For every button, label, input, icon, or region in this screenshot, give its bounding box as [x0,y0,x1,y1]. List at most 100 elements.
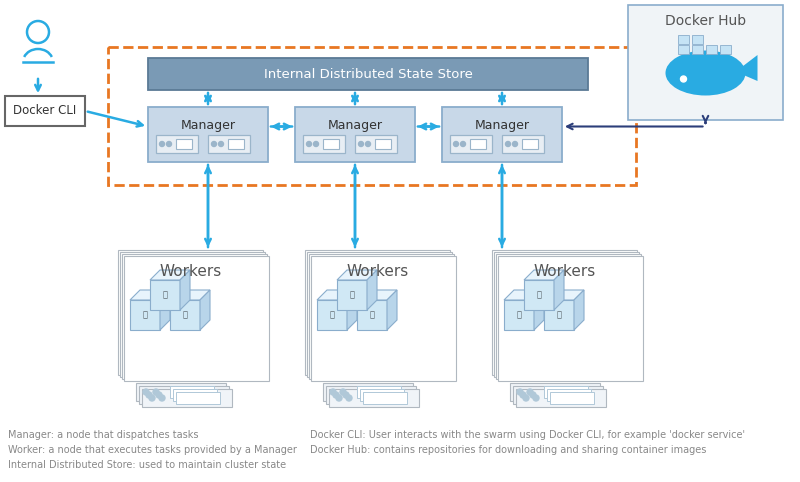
Bar [547,389,591,401]
Bar [295,107,415,162]
Bar [516,389,606,407]
Bar [142,389,232,407]
Text: Workers: Workers [159,265,222,280]
Bar [150,280,180,310]
Bar [176,139,192,149]
Text: Manager: Manager [474,119,530,132]
Bar [148,58,588,90]
Bar [678,45,689,54]
Bar [208,135,250,153]
Bar [108,47,636,185]
Polygon shape [170,290,210,300]
Polygon shape [554,270,564,310]
Bar [363,392,407,404]
Polygon shape [534,290,544,330]
Bar [5,96,85,126]
Polygon shape [524,270,564,280]
Circle shape [314,142,318,147]
Circle shape [159,395,165,401]
Circle shape [156,392,162,398]
Polygon shape [317,290,357,300]
Bar [691,35,702,44]
Circle shape [218,142,223,147]
Bar [303,135,345,153]
Text: Internal Distributed State Store: Internal Distributed State Store [263,67,473,80]
Bar [494,252,639,377]
Bar [442,107,562,162]
Circle shape [340,389,346,395]
Bar [496,254,641,379]
Bar [502,135,544,153]
Circle shape [159,142,165,147]
Polygon shape [160,290,170,330]
Polygon shape [180,270,190,310]
Circle shape [520,392,526,398]
Bar [678,35,689,44]
Circle shape [146,392,152,398]
Bar [307,252,452,377]
Bar [139,386,229,404]
Polygon shape [367,270,377,310]
Bar [375,139,391,149]
Bar [305,250,450,375]
Text: 🐋: 🐋 [350,291,354,299]
Bar [450,135,492,153]
Text: 🐋: 🐋 [162,291,167,299]
Bar [498,256,643,381]
Bar [513,386,603,404]
Text: Workers: Workers [346,265,409,280]
Bar [120,252,265,377]
Circle shape [149,395,155,401]
Circle shape [143,389,149,395]
Polygon shape [357,290,397,300]
Text: 🐋: 🐋 [517,310,522,320]
Bar [355,135,397,153]
Text: 🐋: 🐋 [142,310,147,320]
Bar [544,300,574,330]
Circle shape [454,142,458,147]
Polygon shape [387,290,397,330]
Bar [510,383,600,401]
Text: Manager: Manager [327,119,382,132]
Bar [337,280,367,310]
Bar [309,254,454,379]
Bar [522,139,538,149]
Bar [550,392,594,404]
Bar [130,300,160,330]
Bar [156,135,198,153]
Circle shape [517,389,523,395]
Bar [357,300,387,330]
Polygon shape [504,290,544,300]
Bar [170,300,200,330]
Bar [136,383,226,401]
Bar [326,386,416,404]
Circle shape [513,142,518,147]
Bar [176,392,220,404]
Bar [329,389,419,407]
Circle shape [506,142,510,147]
Polygon shape [337,270,377,280]
Text: Docker Hub: Docker Hub [665,14,746,28]
Circle shape [153,389,159,395]
Bar [173,389,217,401]
Circle shape [681,76,686,82]
Bar [691,45,702,54]
Bar [357,386,401,398]
Text: 🐋: 🐋 [330,310,334,320]
Polygon shape [200,290,210,330]
Text: 🐋: 🐋 [557,310,562,320]
Bar [323,139,339,149]
Circle shape [166,142,171,147]
Bar [148,107,268,162]
Polygon shape [347,290,357,330]
Text: Workers: Workers [534,265,596,280]
Text: Docker CLI: User interacts with the swarm using Docker CLI, for example 'docker : Docker CLI: User interacts with the swar… [310,430,745,455]
Text: 🐋: 🐋 [537,291,542,299]
Circle shape [461,142,466,147]
Bar [524,280,554,310]
Polygon shape [741,55,758,81]
Bar [492,250,637,375]
Circle shape [336,395,342,401]
Text: Manager: Manager [181,119,235,132]
Text: 🐋: 🐋 [370,310,374,320]
